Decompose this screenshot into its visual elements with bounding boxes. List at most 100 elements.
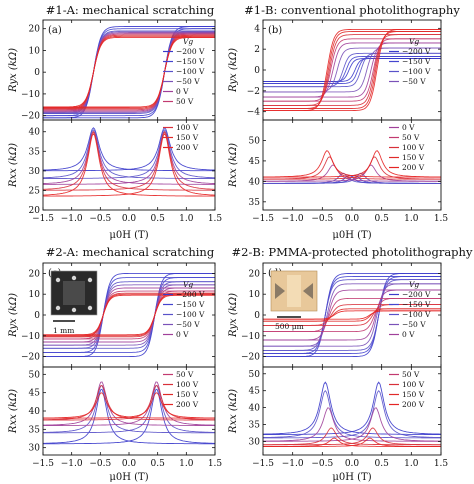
legend-entry-2A-bottom-0: 50 V (176, 370, 194, 379)
ytick-label-1B-bottom-1: 40 (249, 177, 261, 187)
ytick-label-1B-bottom-0: 35 (249, 198, 261, 208)
ylabel-1A-bottom: Rxx (kΩ) (8, 143, 19, 188)
ylabel-2A-top: Ryx (kΩ) (8, 293, 19, 338)
legend-title-2B: Vg (409, 280, 419, 289)
ytick-label-2B-top-1: −10 (241, 332, 260, 342)
ryx-curve-2B-1-down (263, 276, 441, 354)
ryx-curve-2B-4-down (263, 289, 441, 341)
rxx-curve-2B-3-down (263, 427, 441, 446)
rxx-curve-2B-4-down (263, 437, 441, 447)
ytick-label-1A-bottom-1: 25 (29, 186, 41, 196)
inset-scale-label-2A: 1 mm (53, 326, 74, 335)
rxx-curve-1B-1-down (263, 172, 441, 184)
ryx-curve-1A-5-down (43, 33, 215, 111)
panel-title-1A: #1-A: mechanical scratching (46, 3, 215, 17)
legend-entry-2B-bottom-0: 50 V (402, 370, 420, 379)
rxx-curve-2A-4-down (43, 392, 215, 419)
legend-title-1B: Vg (409, 37, 419, 46)
rxx-curve-1A-4-down (43, 132, 215, 197)
xtick-label-2B-4: 0.5 (375, 459, 390, 469)
legend-entry-1B-bottom-1: 50 V (402, 133, 420, 142)
legend-entry-1B-top-1: −150 V (402, 57, 431, 66)
ryx-curve-2B-8-down (263, 310, 441, 320)
legend-entry-1B-bottom-2: 100 V (402, 143, 425, 152)
xlabel-2B: μ0H (T) (332, 472, 371, 483)
xtick-label-1B-6: 1.5 (434, 214, 449, 224)
ryx-curve-2A-5-down (43, 290, 215, 340)
ylabel-2B-bottom: Rxx (kΩ) (228, 389, 239, 434)
ryx-curve-2A-7-down (43, 293, 215, 337)
ytick-label-2B-bottom-2: 40 (249, 404, 261, 414)
ryx-curve-1B-0-down (263, 58, 441, 82)
xlabel-2A: μ0H (T) (109, 472, 148, 483)
ryx-curve-1B-5-down (263, 38, 441, 102)
inset-contact-2A-5 (71, 307, 77, 313)
ryx-curve-2B-5-down (263, 297, 441, 333)
ytick-label-2A-top-1: −10 (21, 332, 40, 342)
ytick-label-1A-bottom-2: 30 (29, 167, 41, 177)
panel-2A (42, 272, 216, 445)
ryx-curve-1B-6-down (263, 34, 441, 106)
ryx-curve-1B-7-down (263, 31, 441, 109)
ryx-curve-2B-6-down (263, 304, 441, 326)
ytick-label-1A-bottom-4: 40 (29, 128, 41, 138)
legend-entry-1A-top-1: −150 V (176, 57, 205, 66)
ytick-label-2A-top-2: 0 (34, 311, 40, 321)
legend-entry-2B-bottom-3: 200 V (402, 400, 425, 409)
ylabel-1B-top: Ryx (kΩ) (228, 48, 239, 93)
rxx-curve-2B-1-down (263, 389, 441, 439)
legend-entry-2B-top-2: −100 V (402, 310, 431, 319)
inset-contact-2A-3 (87, 305, 93, 311)
ryx-curve-1A-3-down (43, 31, 215, 113)
rxx-curve-1A-1-down (42, 129, 215, 179)
xtick-label-1A-2: −0.5 (89, 214, 111, 224)
ytick-label-1B-top-2: 0 (254, 66, 260, 76)
xtick-label-2A-4: 0.5 (151, 459, 166, 469)
xtick-label-1B-2: −0.5 (311, 214, 333, 224)
ytick-label-2B-bottom-4: 50 (249, 370, 261, 380)
legend-entry-1A-bottom-1: 150 V (176, 133, 199, 142)
legend-entry-2B-top-3: −50 V (402, 320, 426, 329)
xtick-label-2A-2: −0.5 (89, 459, 111, 469)
ryx-curve-1A-7-down (43, 35, 215, 109)
ylabel-1B-bottom: Rxx (kΩ) (228, 143, 239, 188)
panel-2B (263, 272, 441, 447)
ylabel-2B-top: Ryx (kΩ) (228, 293, 239, 338)
legend-entry-1B-top-3: −50 V (402, 77, 426, 86)
ytick-label-1A-top-1: −10 (21, 90, 40, 100)
rxx-curve-2B-0-down (263, 381, 441, 435)
ytick-label-1A-top-2: 0 (34, 68, 40, 78)
xtick-label-1A-3: 0.0 (122, 214, 137, 224)
legend-entry-1B-bottom-3: 150 V (402, 153, 425, 162)
ryx-curve-2B-3-down (263, 283, 441, 347)
rxx-curve-2A-0-down (43, 388, 215, 445)
ytick-label-1B-top-0: −4 (247, 108, 261, 118)
legend-entry-1B-top-2: −100 V (402, 67, 431, 76)
xtick-label-2B-3: 0.0 (345, 459, 360, 469)
ytick-label-2A-top-4: 20 (29, 269, 41, 279)
ytick-label-2A-bottom-2: 40 (29, 407, 41, 417)
legend-entry-1B-bottom-4: 200 V (402, 163, 425, 172)
ryx-curve-1B-8-down (263, 28, 441, 112)
xtick-label-2A-0: −1.5 (32, 459, 54, 469)
legend-entry-1A-top-5: 50 V (176, 97, 194, 106)
xtick-label-1A-0: −1.5 (32, 214, 54, 224)
rxx-curve-2B-2-down (263, 407, 441, 442)
xtick-label-2A-1: −1.0 (61, 459, 83, 469)
rxx-curve-1B-3-down (263, 156, 441, 180)
legend-entry-2A-bottom-3: 200 V (176, 400, 199, 409)
ryx-curve-2B-0-down (263, 272, 441, 358)
ytick-label-2B-bottom-3: 45 (249, 387, 261, 397)
xtick-label-1B-1: −1.0 (282, 214, 304, 224)
xtick-label-1A-5: 1.0 (179, 214, 194, 224)
inset-sample-2A (63, 281, 85, 305)
inset-scale-label-2B: 500 μm (275, 322, 304, 331)
xtick-label-1A-4: 0.5 (151, 214, 166, 224)
xtick-label-2B-0: −1.5 (252, 459, 274, 469)
inset-contact-2A-0 (55, 277, 61, 283)
legend-entry-2A-top-1: −150 V (176, 300, 205, 309)
xtick-label-1B-3: 0.0 (345, 214, 360, 224)
ryx-curve-1B-2-down (263, 52, 441, 88)
xlabel-1B: μ0H (T) (332, 230, 371, 241)
